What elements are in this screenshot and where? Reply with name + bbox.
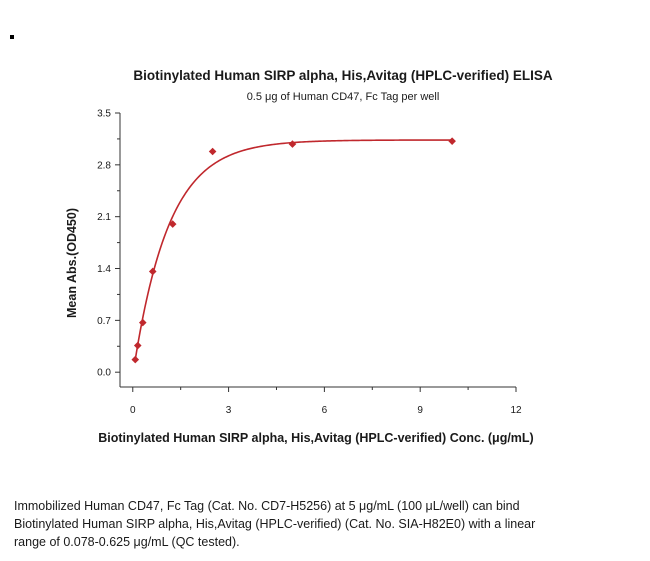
caption-line-2: Biotinylated Human SIRP alpha, His,Avita… <box>14 517 536 531</box>
x-axis-label: Biotinylated Human SIRP alpha, His,Avita… <box>98 431 533 445</box>
caption-line-3: range of 0.078-0.625 μg/mL (QC tested). <box>14 535 240 549</box>
data-point <box>168 220 177 228</box>
figure-caption: Immobilized Human CD47, Fc Tag (Cat. No.… <box>14 497 639 551</box>
data-point <box>133 341 142 350</box>
y-tick-label: 2.1 <box>97 212 111 223</box>
data-point <box>448 137 456 145</box>
x-tick-label: 0 <box>130 405 136 416</box>
data-point <box>148 267 157 276</box>
data-point <box>131 355 140 364</box>
data-point <box>138 318 147 327</box>
y-tick-label: 0.0 <box>97 368 111 379</box>
x-tick-label: 3 <box>226 405 232 416</box>
fit-curve <box>134 139 453 360</box>
y-tick-label: 3.5 <box>97 109 111 120</box>
x-tick-label: 12 <box>510 405 522 416</box>
chart-subtitle: 0.5 μg of Human CD47, Fc Tag per well <box>247 91 440 103</box>
caption-line-1: Immobilized Human CD47, Fc Tag (Cat. No.… <box>14 499 520 513</box>
y-tick-label: 0.7 <box>97 316 111 327</box>
x-tick-label: 9 <box>417 405 423 416</box>
x-tick-label: 6 <box>322 405 328 416</box>
elisa-chart: Biotinylated Human SIRP alpha, His,Avita… <box>65 68 553 445</box>
y-tick-label: 1.4 <box>97 264 111 275</box>
data-point <box>288 140 297 148</box>
y-tick-label: 2.8 <box>97 160 111 171</box>
bullet-mark <box>10 35 14 39</box>
chart-title: Biotinylated Human SIRP alpha, His,Avita… <box>133 68 553 83</box>
chart-axes: 0 3 6 9 12 0.0 0.7 1.4 2.1 2.8 3.5 <box>97 109 522 417</box>
data-point <box>208 147 217 156</box>
y-axis-label: Mean Abs.(OD450) <box>65 208 79 318</box>
data-points <box>131 137 456 364</box>
